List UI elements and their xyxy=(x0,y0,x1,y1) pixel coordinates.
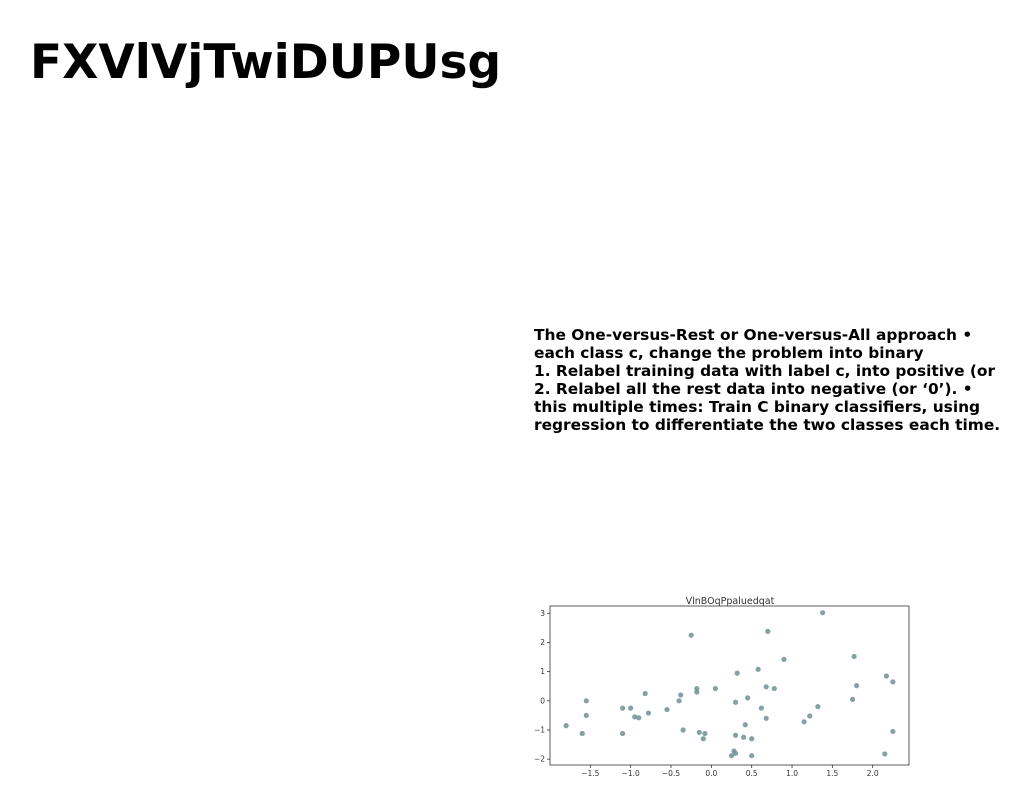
x-tick-label: −1.0 xyxy=(622,769,640,778)
scatter-point xyxy=(579,730,585,737)
scatter-point xyxy=(583,712,589,719)
scatter-point xyxy=(882,751,888,757)
scatter-point xyxy=(680,727,686,733)
scatter-point xyxy=(890,679,896,685)
y-tick-label: 3 xyxy=(540,609,545,618)
body-line-4: 2. Relabel all the rest data into negati… xyxy=(534,380,973,398)
y-axis: −2 −1 0 1 2 3 xyxy=(534,609,550,764)
scatter-point xyxy=(676,698,682,704)
y-tick-label: 1 xyxy=(540,667,545,676)
x-axis: −1.5 −1.0 −0.5 0.0 0.5 1.0 1.5 2.0 xyxy=(581,765,879,778)
data-points xyxy=(563,610,896,759)
scatter-point xyxy=(620,705,626,711)
y-tick-label: −2 xyxy=(534,755,545,764)
scatter-chart: VlnBOqPpaluedqat −1.5 −1.0 −0.5 0.0 0.5 1.0 1.… xyxy=(534,596,910,778)
scatter-point xyxy=(732,750,739,756)
scatter-point xyxy=(563,723,569,729)
scatter-point xyxy=(688,632,694,638)
body-line-2: each class c, change the problem into bi… xyxy=(534,344,924,362)
scatter-point xyxy=(890,728,896,735)
scatter-point xyxy=(732,699,739,705)
scatter-point xyxy=(700,736,706,742)
y-tick-label: 2 xyxy=(540,638,545,647)
body-line-1: The One-versus-Rest or One-versus-All ap… xyxy=(534,326,973,344)
scatter-point xyxy=(851,653,857,660)
scatter-point xyxy=(758,705,764,711)
scatter-point xyxy=(694,689,700,695)
scatter-point xyxy=(807,713,813,719)
scatter-point xyxy=(664,706,670,713)
scatter-point xyxy=(763,715,769,721)
scatter-point xyxy=(678,692,684,698)
chart-title: VlnBOqPpaluedqat xyxy=(686,596,775,607)
scatter-point xyxy=(583,698,589,704)
scatter-point xyxy=(734,670,740,676)
x-tick-label: 2.0 xyxy=(867,769,879,778)
body-line-5: this multiple times: Train C binary clas… xyxy=(534,398,981,416)
scatter-point xyxy=(742,722,748,728)
scatter-point xyxy=(620,730,626,737)
scatter-point xyxy=(853,683,860,689)
scatter-point xyxy=(765,628,771,634)
y-tick-label: −1 xyxy=(534,725,545,734)
scatter-point xyxy=(741,734,747,740)
scatter-point xyxy=(820,610,826,616)
x-tick-label: 0.5 xyxy=(746,769,758,778)
x-tick-label: −0.5 xyxy=(662,769,680,778)
scatter-point xyxy=(696,729,702,735)
x-tick-label: 1.5 xyxy=(826,769,838,778)
scatter-point xyxy=(749,736,755,742)
scatter-point xyxy=(749,753,755,759)
scatter-point xyxy=(702,730,708,737)
body-line-3: 1. Relabel training data with label c, i… xyxy=(534,362,996,380)
scatter-point xyxy=(732,732,739,738)
body-line-6: regression to differentiate the two clas… xyxy=(534,416,1001,434)
scatter-point xyxy=(801,719,807,725)
scatter-point xyxy=(628,705,634,711)
slide-title: FXVlVjTwiDUPUsg xyxy=(30,35,502,90)
body-text: The One-versus-Rest or One-versus-All ap… xyxy=(534,326,1022,434)
scatter-point xyxy=(642,690,648,697)
scatter-point xyxy=(755,666,761,672)
x-tick-label: −1.5 xyxy=(581,769,599,778)
scatter-point xyxy=(849,696,856,702)
scatter-point xyxy=(883,673,890,679)
y-tick-label: 0 xyxy=(540,696,545,705)
scatter-point xyxy=(763,684,769,690)
scatter-point xyxy=(815,704,821,710)
scatter-point xyxy=(712,685,718,692)
plot-frame xyxy=(549,605,910,766)
scatter-point xyxy=(645,710,652,716)
x-tick-label: 1.0 xyxy=(786,769,798,778)
x-tick-label: 0.0 xyxy=(705,769,717,778)
scatter-point xyxy=(771,685,777,692)
scatter-point xyxy=(632,714,638,720)
scatter-point xyxy=(728,753,735,759)
scatter-point xyxy=(745,695,751,701)
scatter-point xyxy=(636,715,642,721)
scatter-point xyxy=(781,656,787,662)
